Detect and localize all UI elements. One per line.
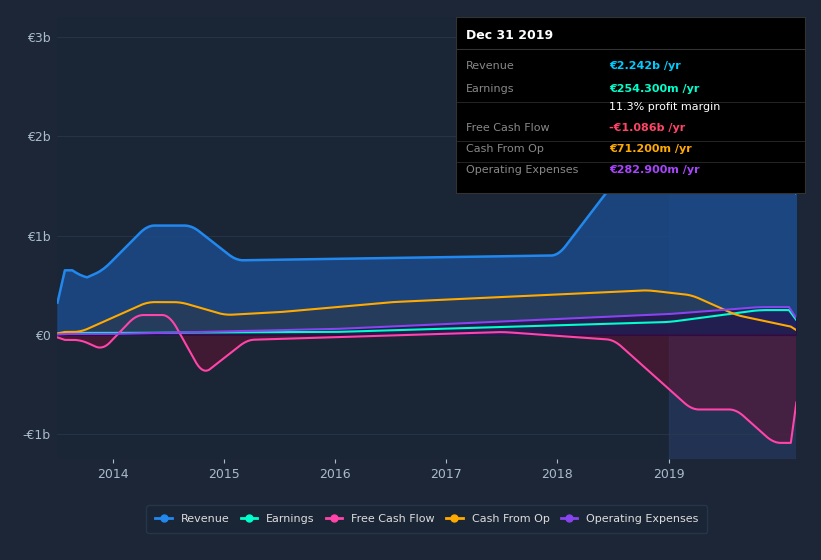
Text: -€1.086b /yr: -€1.086b /yr — [609, 123, 686, 133]
Text: €282.900m /yr: €282.900m /yr — [609, 165, 699, 175]
Text: €71.200m /yr: €71.200m /yr — [609, 144, 692, 154]
Text: €2.242b /yr: €2.242b /yr — [609, 61, 681, 71]
Text: 11.3% profit margin: 11.3% profit margin — [609, 102, 721, 112]
Text: €254.300m /yr: €254.300m /yr — [609, 84, 699, 94]
Text: Dec 31 2019: Dec 31 2019 — [466, 29, 553, 42]
Bar — [668, 17, 796, 459]
Text: Cash From Op: Cash From Op — [466, 144, 544, 154]
Text: Revenue: Revenue — [466, 61, 515, 71]
Text: Earnings: Earnings — [466, 84, 515, 94]
Legend: Revenue, Earnings, Free Cash Flow, Cash From Op, Operating Expenses: Revenue, Earnings, Free Cash Flow, Cash … — [146, 506, 708, 533]
Text: Free Cash Flow: Free Cash Flow — [466, 123, 550, 133]
Text: Operating Expenses: Operating Expenses — [466, 165, 579, 175]
